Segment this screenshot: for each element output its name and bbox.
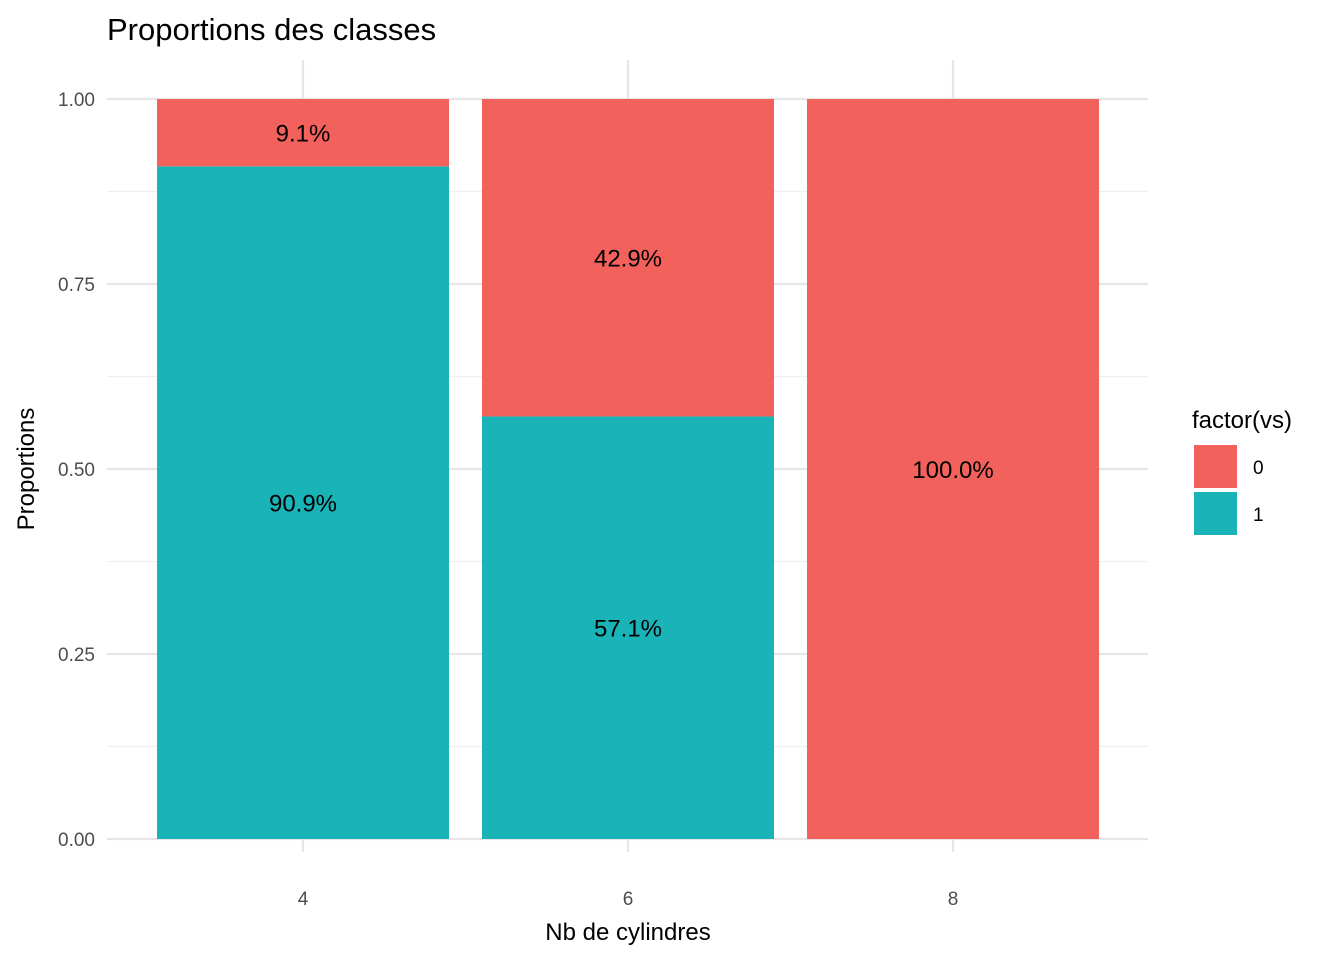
legend-label-0: 0 xyxy=(1253,458,1264,479)
x-axis-ticks: 4 6 8 xyxy=(298,889,959,910)
bar-6-vs0 xyxy=(482,99,774,417)
bar-label-6-vs1: 57.1% xyxy=(594,616,662,643)
bar-4-vs1 xyxy=(157,166,449,840)
y-tick-label: 0.75 xyxy=(58,275,95,296)
y-tick-label: 0.25 xyxy=(58,645,95,666)
bar-label-6-vs0: 42.9% xyxy=(594,246,662,273)
x-tick-label: 4 xyxy=(298,889,309,910)
legend-swatch-0 xyxy=(1194,445,1237,488)
legend-title: factor(vs) xyxy=(1192,407,1292,434)
y-axis-title: Proportions xyxy=(13,408,40,531)
bar-8-vs0 xyxy=(807,99,1099,839)
x-tick-label: 8 xyxy=(948,889,959,910)
bars xyxy=(157,99,1099,840)
y-axis-ticks: 0.00 0.25 0.50 0.75 1.00 xyxy=(58,90,95,851)
legend-swatch-1 xyxy=(1194,492,1237,535)
legend-label-1: 1 xyxy=(1253,505,1264,526)
y-tick-label: 0.50 xyxy=(58,460,95,481)
x-axis-title: Nb de cylindres xyxy=(545,919,710,946)
bar-label-4-vs0: 9.1% xyxy=(276,121,331,148)
bar-6-vs1 xyxy=(482,416,774,839)
bar-labels: 90.9% 9.1% 57.1% 42.9% 100.0% xyxy=(269,121,994,643)
bar-label-8-vs0: 100.0% xyxy=(912,457,993,484)
legend: factor(vs) 0 1 xyxy=(1192,407,1292,535)
x-tick-label: 6 xyxy=(623,889,634,910)
y-tick-label: 1.00 xyxy=(58,90,95,111)
bar-label-4-vs1: 90.9% xyxy=(269,491,337,518)
y-tick-label: 0.00 xyxy=(58,830,95,851)
chart-title: Proportions des classes xyxy=(107,12,436,47)
bar-4-vs0 xyxy=(157,99,449,167)
